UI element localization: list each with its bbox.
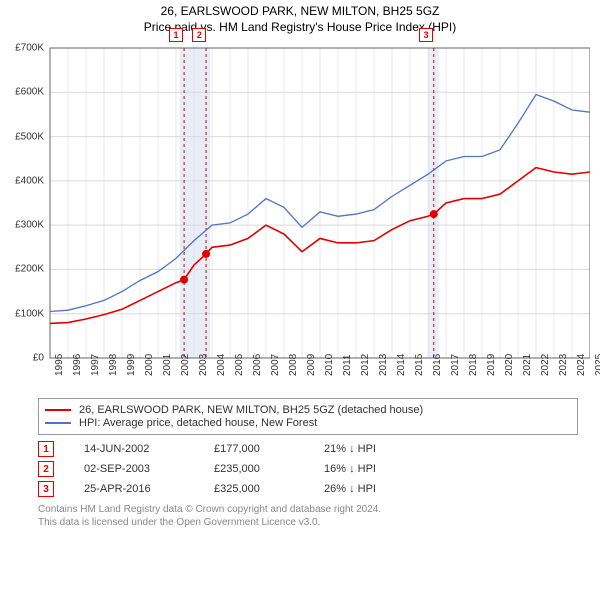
transaction-price: £325,000 <box>214 483 294 495</box>
chart-area: £0 £100K £200K £300K £400K £500K £600K £700K 199… <box>10 42 590 392</box>
title-subtitle: Price paid vs. HM Land Registry's House … <box>0 20 600 34</box>
x-axis-tick-label: 2007 <box>270 354 281 376</box>
footer-attribution: Contains HM Land Registry data © Crown c… <box>38 503 590 529</box>
x-axis-tick-label: 2005 <box>234 354 245 376</box>
transaction-date: 02-SEP-2003 <box>84 463 184 475</box>
x-axis-tick-label: 2013 <box>378 354 389 376</box>
price-chart-svg <box>10 42 590 392</box>
x-axis-tick-label: 2002 <box>180 354 191 376</box>
transaction-delta: 26% ↓ HPI <box>324 483 424 495</box>
x-axis-tick-label: 1996 <box>72 354 83 376</box>
legend-box: 26, EARLSWOOD PARK, NEW MILTON, BH25 5GZ… <box>38 398 578 435</box>
legend-label-property: 26, EARLSWOOD PARK, NEW MILTON, BH25 5GZ… <box>79 404 423 416</box>
x-axis-tick-label: 2022 <box>540 354 551 376</box>
x-axis-tick-label: 2025 <box>594 354 600 376</box>
chart-marker-badge: 3 <box>419 28 433 42</box>
x-axis-tick-label: 2006 <box>252 354 263 376</box>
transaction-badge: 3 <box>38 481 54 497</box>
footer-line2: This data is licensed under the Open Gov… <box>38 516 590 529</box>
x-axis-tick-label: 2015 <box>414 354 425 376</box>
x-axis-tick-label: 2014 <box>396 354 407 376</box>
x-axis-tick-label: 2012 <box>360 354 371 376</box>
transaction-row: 2 02-SEP-2003 £235,000 16% ↓ HPI <box>38 461 578 477</box>
title-address: 26, EARLSWOOD PARK, NEW MILTON, BH25 5GZ <box>0 4 600 18</box>
x-axis-tick-label: 2017 <box>450 354 461 376</box>
x-axis-tick-label: 2016 <box>432 354 443 376</box>
y-axis-tick-label: £600K <box>15 87 44 98</box>
chart-marker-badge: 2 <box>192 28 206 42</box>
x-axis-tick-label: 1998 <box>108 354 119 376</box>
legend-row-property: 26, EARLSWOOD PARK, NEW MILTON, BH25 5GZ… <box>45 404 571 416</box>
x-axis-tick-label: 1995 <box>54 354 65 376</box>
transaction-date: 25-APR-2016 <box>84 483 184 495</box>
transaction-badge: 2 <box>38 461 54 477</box>
x-axis-tick-label: 2008 <box>288 354 299 376</box>
x-axis-tick-label: 2003 <box>198 354 209 376</box>
x-axis-tick-label: 2011 <box>342 354 353 376</box>
chart-titles: 26, EARLSWOOD PARK, NEW MILTON, BH25 5GZ… <box>0 0 600 36</box>
y-axis-tick-label: £400K <box>15 175 44 186</box>
transaction-row: 1 14-JUN-2002 £177,000 21% ↓ HPI <box>38 441 578 457</box>
x-axis-tick-label: 2020 <box>504 354 515 376</box>
chart-marker-badge: 1 <box>169 28 183 42</box>
y-axis-tick-label: £300K <box>15 220 44 231</box>
x-axis-tick-label: 2018 <box>468 354 479 376</box>
legend-row-hpi: HPI: Average price, detached house, New … <box>45 417 571 429</box>
x-axis-tick-label: 1997 <box>90 354 101 376</box>
x-axis-tick-label: 2019 <box>486 354 497 376</box>
x-axis-tick-label: 2000 <box>144 354 155 376</box>
legend-label-hpi: HPI: Average price, detached house, New … <box>79 417 317 429</box>
x-axis-tick-label: 2010 <box>324 354 335 376</box>
y-axis-tick-label: £700K <box>15 43 44 54</box>
legend-swatch-property <box>45 409 71 411</box>
x-axis-tick-label: 2021 <box>522 354 533 376</box>
transaction-row: 3 25-APR-2016 £325,000 26% ↓ HPI <box>38 481 578 497</box>
transaction-badge: 1 <box>38 441 54 457</box>
transaction-delta: 16% ↓ HPI <box>324 463 424 475</box>
transactions-box: 1 14-JUN-2002 £177,000 21% ↓ HPI 2 02-SE… <box>38 441 578 497</box>
transaction-delta: 21% ↓ HPI <box>324 443 424 455</box>
legend-swatch-hpi <box>45 422 71 424</box>
x-axis-tick-label: 2009 <box>306 354 317 376</box>
x-axis-tick-label: 2024 <box>576 354 587 376</box>
y-axis-tick-label: £500K <box>15 131 44 142</box>
y-axis-tick-label: £200K <box>15 264 44 275</box>
x-axis-tick-label: 2023 <box>558 354 569 376</box>
y-axis-tick-label: £0 <box>33 353 44 364</box>
transaction-date: 14-JUN-2002 <box>84 443 184 455</box>
x-axis-tick-label: 1999 <box>126 354 137 376</box>
transaction-price: £177,000 <box>214 443 294 455</box>
footer-line1: Contains HM Land Registry data © Crown c… <box>38 503 590 516</box>
x-axis-tick-label: 2004 <box>216 354 227 376</box>
y-axis-tick-label: £100K <box>15 308 44 319</box>
transaction-price: £235,000 <box>214 463 294 475</box>
x-axis-tick-label: 2001 <box>162 354 173 376</box>
